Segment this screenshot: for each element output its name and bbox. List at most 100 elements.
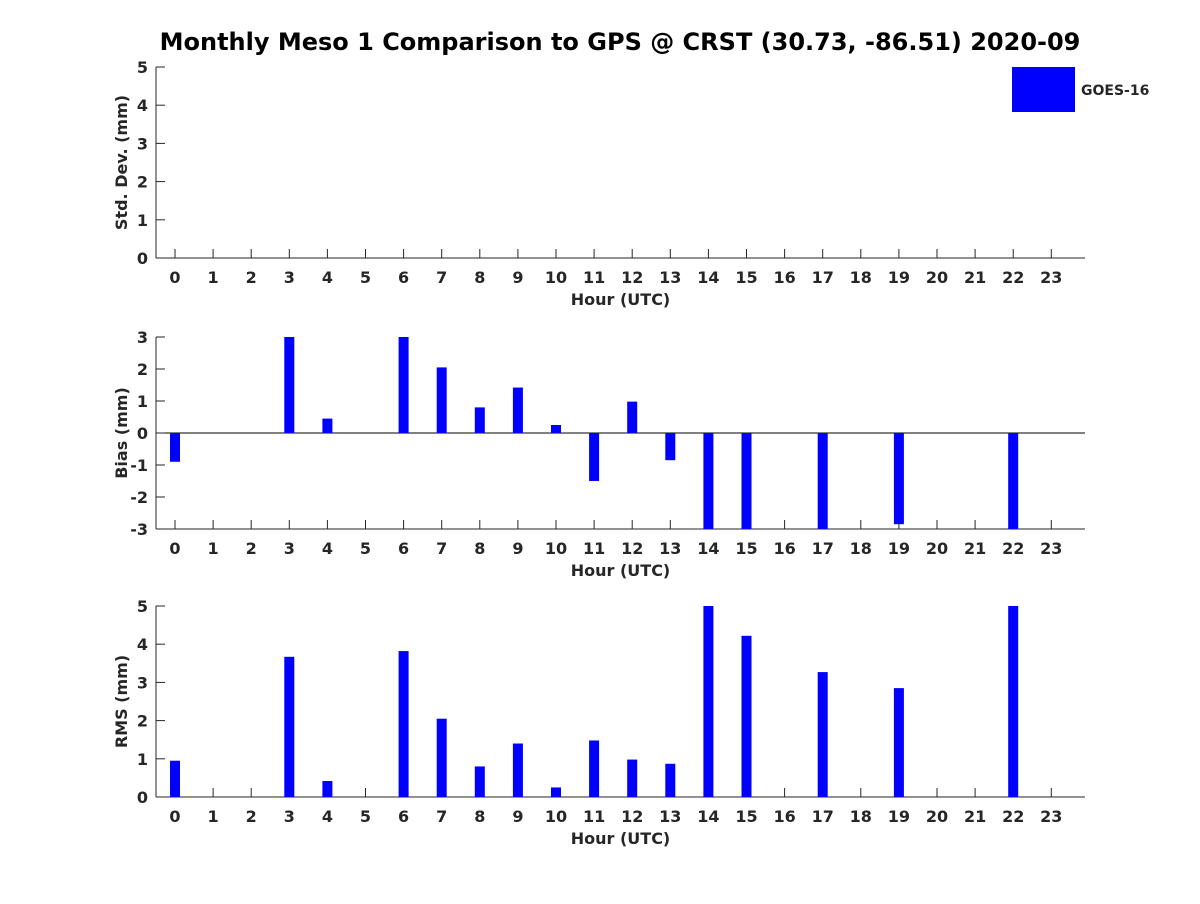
bias-bar-hour-14 [703, 433, 714, 529]
bias-bar-hour-11 [589, 433, 600, 481]
rms-x-tick-label: 7 [436, 807, 447, 826]
bias-x-tick-label: 0 [169, 539, 180, 558]
bias-x-tick-label: 20 [926, 539, 948, 558]
rms-x-axis-label: Hour (UTC) [571, 829, 671, 848]
bias-bar-hour-7 [436, 367, 447, 433]
bias-bar-hour-8 [474, 407, 485, 433]
rms-y-tick-label: 1 [137, 750, 148, 769]
rms-bar-hour-19 [893, 688, 904, 797]
rms-x-tick-label: 3 [284, 807, 295, 826]
std-y-tick-label: 2 [137, 173, 148, 192]
rms-x-tick-label: 9 [512, 807, 523, 826]
std-y-tick-label: 1 [137, 211, 148, 230]
rms-bar-hour-7 [436, 718, 447, 797]
bias-bar-hour-9 [512, 387, 523, 433]
bias-bar-hour-6 [398, 337, 409, 433]
std-x-tick-label: 22 [1002, 268, 1024, 287]
std-y-tick-label: 3 [137, 134, 148, 153]
bias-x-tick-label: 21 [964, 539, 986, 558]
rms-x-tick-label: 6 [398, 807, 409, 826]
std-y-tick-label: 0 [137, 249, 148, 268]
bias-y-axis-label: Bias (mm) [112, 387, 131, 479]
rms-bar-hour-17 [817, 672, 828, 797]
bias-x-tick-label: 16 [773, 539, 795, 558]
std-x-tick-label: 12 [621, 268, 643, 287]
rms-x-tick-label: 23 [1040, 807, 1062, 826]
bias-x-tick-label: 19 [888, 539, 910, 558]
std-x-tick-label: 9 [512, 268, 523, 287]
bias-bar-hour-4 [322, 418, 333, 433]
rms-x-tick-label: 10 [545, 807, 567, 826]
bias-x-tick-label: 14 [697, 539, 719, 558]
bias-x-tick-label: 3 [284, 539, 295, 558]
bias-bar-hour-15 [741, 433, 752, 529]
std-x-tick-label: 13 [659, 268, 681, 287]
bias-x-tick-label: 4 [322, 539, 333, 558]
rms-x-tick-label: 13 [659, 807, 681, 826]
bias-x-tick-label: 11 [583, 539, 605, 558]
std-x-tick-label: 21 [964, 268, 986, 287]
bias-x-tick-label: 2 [246, 539, 257, 558]
rms-x-tick-label: 22 [1002, 807, 1024, 826]
rms-y-tick-label: 0 [137, 788, 148, 807]
rms-x-tick-label: 18 [850, 807, 872, 826]
rms-x-tick-label: 15 [735, 807, 757, 826]
bias-x-tick-label: 7 [436, 539, 447, 558]
rms-bar-hour-10 [551, 787, 561, 797]
rms-x-tick-label: 2 [246, 807, 257, 826]
rms-y-tick-label: 3 [137, 673, 148, 692]
std-x-tick-label: 10 [545, 268, 567, 287]
rms-x-tick-label: 5 [360, 807, 371, 826]
rms-bar-hour-12 [627, 759, 638, 797]
rms-y-tick-label: 5 [137, 597, 148, 616]
std-y-tick-label: 5 [137, 58, 148, 77]
bias-bar-hour-0 [170, 433, 180, 462]
std-x-tick-label: 5 [360, 268, 371, 287]
bias-bar-hour-10 [551, 425, 561, 433]
bias-x-axis-label: Hour (UTC) [571, 561, 671, 580]
bias-x-tick-label: 13 [659, 539, 681, 558]
legend-label: GOES-16 [1081, 83, 1149, 99]
bias-y-tick-label: 3 [137, 328, 148, 347]
rms-x-tick-label: 16 [773, 807, 795, 826]
rms-x-tick-label: 8 [474, 807, 485, 826]
bias-bar-hour-3 [284, 337, 295, 433]
rms-bar-hour-13 [665, 763, 676, 797]
bias-x-tick-label: 6 [398, 539, 409, 558]
bias-y-tick-label: -3 [130, 520, 148, 539]
bias-y-tick-label: -2 [130, 488, 148, 507]
bias-x-tick-label: 8 [474, 539, 485, 558]
rms-x-tick-label: 4 [322, 807, 333, 826]
rms-x-tick-label: 0 [169, 807, 180, 826]
std-x-tick-label: 8 [474, 268, 485, 287]
std-x-tick-label: 23 [1040, 268, 1062, 287]
std-x-axis-label: Hour (UTC) [571, 290, 671, 309]
rms-x-tick-label: 14 [697, 807, 719, 826]
rms-bar-hour-15 [741, 635, 752, 797]
rms-bar-hour-9 [512, 743, 523, 797]
bias-x-tick-label: 23 [1040, 539, 1062, 558]
bias-x-tick-label: 17 [812, 539, 834, 558]
std-x-tick-label: 0 [169, 268, 180, 287]
std-x-tick-label: 7 [436, 268, 447, 287]
rms-x-tick-label: 1 [208, 807, 219, 826]
rms-x-tick-label: 21 [964, 807, 986, 826]
rms-x-tick-label: 12 [621, 807, 643, 826]
rms-bar-hour-22 [1008, 606, 1019, 797]
bias-x-tick-label: 1 [208, 539, 219, 558]
legend-swatch [1012, 67, 1075, 112]
rms-bar-hour-0 [170, 760, 180, 797]
std-x-tick-label: 15 [735, 268, 757, 287]
bias-y-tick-label: -1 [130, 456, 148, 475]
std-x-tick-label: 16 [773, 268, 795, 287]
rms-x-tick-label: 17 [812, 807, 834, 826]
std-x-tick-label: 4 [322, 268, 333, 287]
bias-bar-hour-12 [627, 401, 638, 433]
std-x-tick-label: 19 [888, 268, 910, 287]
rms-y-tick-label: 4 [137, 635, 148, 654]
bias-x-tick-label: 12 [621, 539, 643, 558]
rms-bar-hour-11 [589, 740, 600, 797]
bias-x-tick-label: 5 [360, 539, 371, 558]
